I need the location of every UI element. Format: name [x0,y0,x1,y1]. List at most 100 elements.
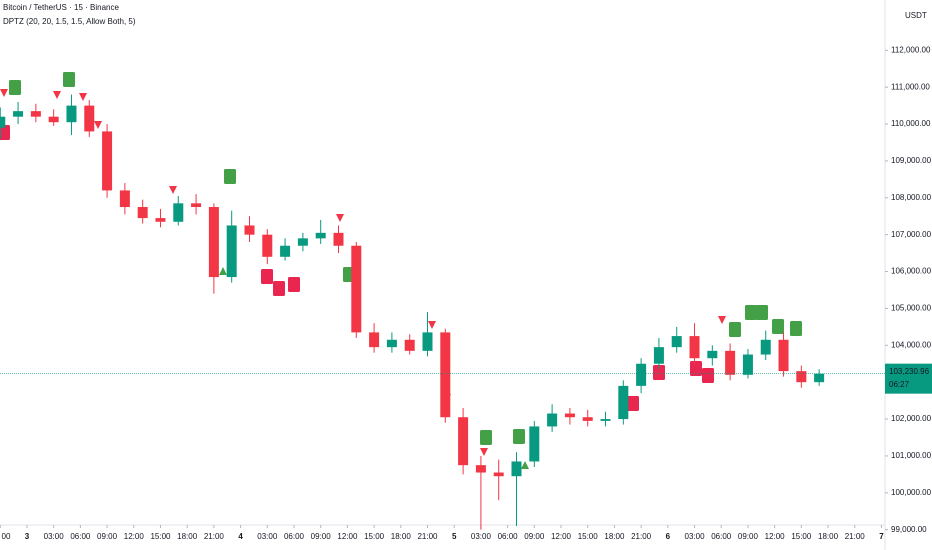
x-tick-label: 12:00 [551,532,572,541]
long-signal [745,305,757,320]
x-tick-label: 00 [2,532,11,541]
x-tick-label: 09:00 [97,532,118,541]
candle-body [191,203,202,208]
sell-arrow [79,93,87,101]
sell-arrow [53,91,61,99]
candle-body [386,339,397,348]
y-tick-label: 105,000.00 [891,304,932,313]
y-tick-label: 102,000.00 [891,414,932,423]
x-tick-label: 18:00 [604,532,625,541]
candle-body [297,238,308,246]
candle-body [48,116,59,123]
short-signal [261,269,273,284]
y-tick-label: 111,000.00 [891,82,930,91]
sell-arrow [336,214,344,222]
y-tick-label: 106,000.00 [891,267,932,276]
candle-body [547,413,558,427]
y-tick-label: 104,000.00 [891,340,932,349]
x-tick-label: 21:00 [204,532,225,541]
long-signal [756,305,768,320]
x-tick-label: 5 [452,532,457,541]
x-tick-label: 18:00 [818,532,839,541]
candle-body [351,245,362,333]
x-tick-label: 09:00 [524,532,545,541]
candle-body [173,203,184,222]
x-tick-label: 3 [25,532,30,541]
candle-body [689,336,700,359]
long-signal [513,429,525,444]
x-tick-label: 06:00 [70,532,91,541]
sell-arrow [428,321,436,329]
long-signal [224,169,236,184]
candle-body [778,339,789,372]
price-tag-countdown: 06:27 [889,380,910,389]
x-tick-label: 7 [879,532,884,541]
y-tick-label: 112,000.00 [891,45,931,54]
candle-body [280,245,291,257]
sell-arrow [0,89,8,97]
chart-title: Bitcoin / TetherUS · 15 · Binance [3,3,119,12]
x-tick-label: 21:00 [845,532,866,541]
candle-body [333,232,344,246]
short-signal [653,365,665,380]
x-tick-label: 4 [238,532,243,541]
y-tick-label: 100,000.00 [891,488,932,497]
candle-body [262,234,273,257]
candle-body [155,218,166,222]
x-tick-label: 03:00 [44,532,65,541]
long-signal [729,322,741,337]
indicator-label: DPTZ (20, 20, 1.5, 1.5, Allow Both, 5) [3,17,136,26]
candle-body [422,332,433,351]
candle-body [404,339,415,351]
candle-body [458,417,469,466]
sell-arrow [718,316,726,324]
y-tick-label: 109,000.00 [891,156,932,165]
x-tick-label: 18:00 [177,532,198,541]
candle-body [119,190,130,208]
x-tick-label: 06:00 [284,532,305,541]
short-signal [0,125,10,140]
candle-body [582,417,593,421]
candle-body [208,207,219,278]
x-tick-label: 06:00 [498,532,519,541]
sell-arrow [480,448,488,456]
candle-body [653,347,664,364]
x-tick-label: 03:00 [685,532,706,541]
x-tick-label: 21:00 [631,532,652,541]
price-tag [885,363,932,394]
x-tick-label: 15:00 [791,532,812,541]
candle-body [226,225,237,278]
y-tick-label: 110,000.00 [891,119,931,128]
short-signal [273,281,285,296]
x-tick-label: 18:00 [391,532,412,541]
x-tick-label: 09:00 [311,532,332,541]
candle-body [66,105,77,123]
candle-body [0,116,6,128]
y-tick-label: 108,000.00 [891,193,932,202]
candle-body [244,225,255,235]
long-signal [790,321,802,336]
axis-unit: USDT [905,11,927,20]
candle-body [84,105,95,132]
candle-body [671,336,682,348]
candle-body [725,350,736,375]
candle-body [30,111,41,117]
candle-body [440,332,451,418]
sell-arrow [94,121,102,129]
buy-arrow [521,461,529,469]
x-tick-label: 6 [666,532,671,541]
x-tick-label: 03:00 [471,532,492,541]
candle-body [493,472,504,477]
long-signal [480,430,492,445]
candle-body [475,465,486,473]
y-tick-label: 107,000.00 [891,230,932,239]
short-signal [627,396,639,411]
x-tick-label: 15:00 [364,532,385,541]
candle-body [369,332,380,348]
short-signal [690,361,702,376]
candle-body [564,413,575,418]
short-signal [702,368,714,383]
short-signal [288,277,300,292]
candle-body [636,363,647,386]
candle-body [707,350,718,359]
